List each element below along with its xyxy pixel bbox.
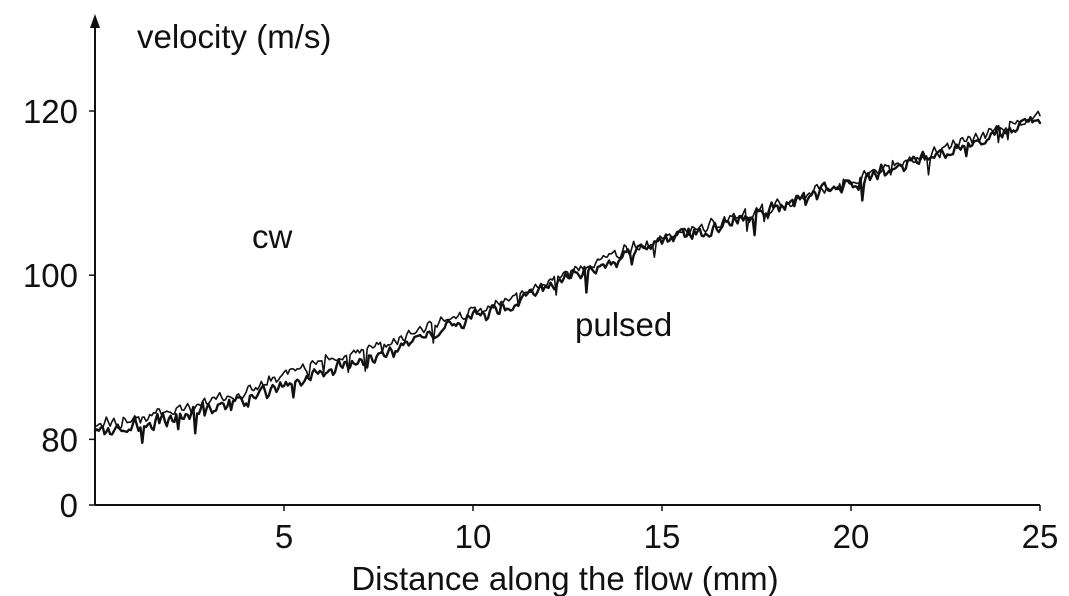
y-axis-arrow: [90, 14, 100, 28]
y-tick-label: 100: [23, 257, 78, 294]
x-tick-label: 10: [455, 518, 492, 555]
x-tick-label: 25: [1022, 518, 1059, 555]
series-line-cw: [94, 110, 1041, 431]
series-line-pulsed: [93, 115, 1042, 444]
traces: [93, 110, 1042, 444]
y-axis-title: velocity (m/s): [137, 18, 331, 55]
x-tick-label: 15: [644, 518, 681, 555]
x-tick-label: 20: [833, 518, 870, 555]
y-tick-label: 80: [41, 421, 78, 458]
y-tick-label: 0: [60, 487, 78, 524]
series-label-cw: cw: [252, 218, 293, 255]
axes: [90, 14, 1040, 506]
x-axis-title: Distance along the flow (mm): [351, 560, 778, 596]
x-tick-label: 5: [275, 518, 293, 555]
series-label-pulsed: pulsed: [575, 306, 672, 343]
ticks: 5 10 15 20 25 120 100 80 0: [23, 93, 1058, 555]
y-tick-label: 120: [23, 93, 78, 130]
